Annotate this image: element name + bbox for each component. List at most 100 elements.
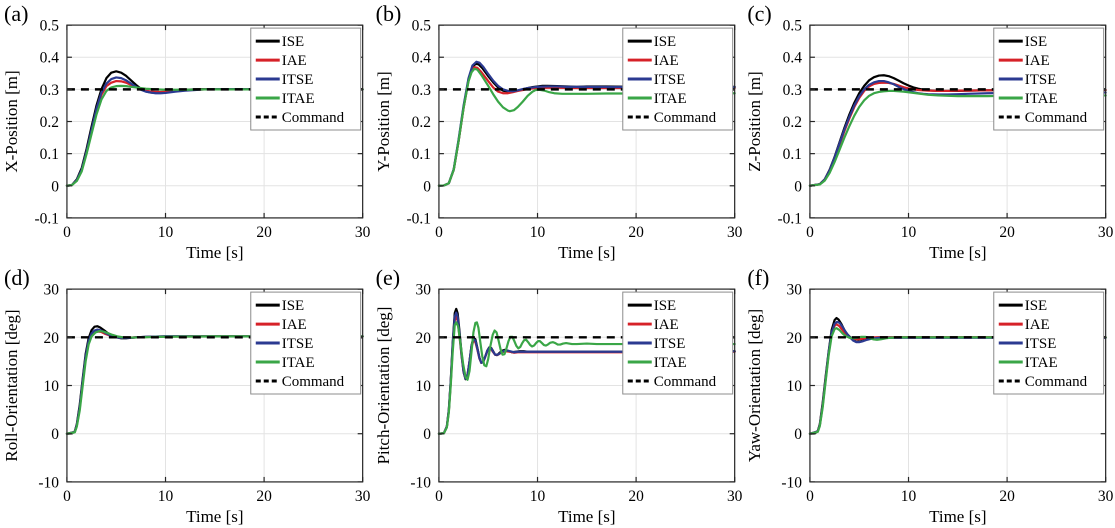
legend-label-itse: ITSE (653, 72, 685, 88)
x-tick-label: 20 (628, 224, 644, 241)
legend-label-iae: IAE (1025, 317, 1050, 333)
y-tick-label: 0 (423, 178, 431, 195)
legend-label-itse: ITSE (282, 336, 314, 352)
y-tick-label: 0.2 (411, 114, 430, 131)
legend-label-command: Command (282, 110, 345, 126)
x-tick-label: 30 (1098, 224, 1114, 241)
panel-letter-f: (f) (747, 265, 770, 290)
legend-label-itae: ITAE (1025, 91, 1058, 107)
series-line-itae (437, 67, 736, 187)
legend-label-ise: ISE (282, 298, 304, 314)
y-tick-label: 0.5 (411, 18, 431, 35)
x-tick-label: 30 (1098, 488, 1114, 505)
x-tick-label: 30 (355, 488, 371, 505)
y-tick-label: -0.1 (778, 210, 803, 227)
x-tick-label: 30 (727, 488, 743, 505)
legend-label-itae: ITAE (653, 91, 686, 107)
panel-letter-c: (c) (747, 1, 772, 26)
legend-label-iae: IAE (1025, 53, 1050, 69)
x-tick-label: 0 (63, 488, 71, 505)
legend-label-itse: ITSE (1025, 72, 1057, 88)
panel-f: (f) 0 10 20 30 -10 0 10 20 30 Time [s] Yaw-Orienta… (743, 264, 1115, 528)
y-tick-label: 0.4 (40, 50, 60, 67)
y-tick-label: 0.2 (40, 114, 59, 131)
x-tick-label: 20 (1000, 224, 1016, 241)
legend-label-command: Command (1025, 110, 1088, 126)
x-axis-label: Time [s] (558, 507, 615, 526)
y-tick-label: 0 (51, 426, 59, 443)
legend-label-command: Command (282, 374, 345, 390)
panel-d: (d) 0 10 20 30 -10 0 10 20 30 Time [s] Roll-Orient… (0, 264, 372, 528)
y-axis-label: Roll-Orientation [deg] (2, 309, 21, 461)
chart-host: 0 10 20 30 -0.1 0 0.1 0.2 0.3 0.4 0.5 Time [s] X-Pos… (0, 0, 372, 264)
chart-host: 0 10 20 30 -0.1 0 0.1 0.2 0.3 0.4 0.5 Time [s] Z-Pos… (743, 0, 1115, 264)
panel-letter-a: (a) (4, 1, 29, 26)
y-tick-label: 10 (787, 378, 803, 395)
y-axis-label: X-Position [m] (2, 70, 21, 172)
y-tick-label: 0.1 (40, 146, 59, 163)
y-tick-label: -10 (410, 474, 431, 491)
legend-label-itse: ITSE (282, 72, 314, 88)
legend-label-iae: IAE (282, 317, 307, 333)
legend-label-ise: ISE (1025, 298, 1047, 314)
y-tick-label: 0.3 (411, 82, 431, 99)
y-tick-label: 0.3 (40, 82, 60, 99)
y-tick-label: 0.4 (783, 50, 803, 67)
x-tick-label: 0 (806, 224, 814, 241)
x-tick-label: 20 (1000, 488, 1016, 505)
x-tick-label: 20 (256, 488, 272, 505)
y-tick-label: 30 (43, 282, 59, 299)
y-tick-label: 0 (795, 178, 803, 195)
series-line-itse (437, 311, 736, 435)
legend-label-ise: ISE (282, 34, 304, 50)
panel-letter-d: (d) (4, 265, 30, 290)
y-axis-label: Pitch-Orientation [deg] (374, 307, 393, 465)
chart-host: 0 10 20 30 -10 0 10 20 30 Time [s] Pitch-Orientati… (372, 264, 744, 528)
chart-host: 0 10 20 30 -0.1 0 0.1 0.2 0.3 0.4 0.5 Time [s] Y-Pos… (372, 0, 744, 264)
y-tick-label: 20 (415, 330, 431, 347)
x-axis-label: Time [s] (929, 507, 986, 526)
y-tick-label: 0 (51, 178, 59, 195)
legend: ISE IAE ITSE ITAE Command (993, 27, 1105, 131)
y-tick-label: 0.1 (411, 146, 430, 163)
y-tick-label: 0 (423, 426, 431, 443)
legend-label-itae: ITAE (282, 355, 315, 371)
legend-label-command: Command (1025, 374, 1088, 390)
y-tick-label: 10 (415, 378, 431, 395)
x-tick-label: 10 (901, 224, 917, 241)
x-tick-label: 0 (435, 488, 443, 505)
x-tick-label: 0 (806, 488, 814, 505)
chart-host: 0 10 20 30 -10 0 10 20 30 Time [s] Roll-Orientatio… (0, 264, 372, 528)
series-line-itae (809, 89, 1108, 187)
legend-label-itae: ITAE (653, 355, 686, 371)
panel-e: (e) 0 10 20 30 -10 0 10 20 30 Time [s] Pitch-Orien… (372, 264, 744, 528)
x-tick-label: 10 (529, 488, 545, 505)
panel-letter-e: (e) (375, 265, 401, 290)
legend-label-itae: ITAE (1025, 355, 1058, 371)
x-tick-label: 10 (901, 488, 917, 505)
legend-label-itse: ITSE (1025, 336, 1057, 352)
chart-host: 0 10 20 30 -10 0 10 20 30 Time [s] Yaw-Orientation… (743, 264, 1115, 528)
legend-label-command: Command (653, 374, 716, 390)
y-axis-label: Y-Position [m] (374, 71, 393, 171)
legend-label-ise: ISE (653, 298, 675, 314)
y-tick-label: 20 (43, 330, 59, 347)
x-tick-label: 0 (63, 224, 71, 241)
y-tick-label: -0.1 (34, 210, 59, 227)
legend-label-iae: IAE (282, 53, 307, 69)
x-tick-label: 10 (529, 224, 545, 241)
y-tick-label: -10 (38, 474, 59, 491)
x-axis-label: Time [s] (929, 243, 986, 262)
y-axis-label: Yaw-Orientation [deg] (745, 309, 764, 462)
legend: ISE IAE ITSE ITAE Command (993, 291, 1105, 395)
series-line-itse (809, 79, 1108, 187)
legend-label-ise: ISE (1025, 34, 1047, 50)
legend: ISE IAE ITSE ITAE Command (250, 27, 362, 131)
x-tick-label: 0 (435, 224, 443, 241)
